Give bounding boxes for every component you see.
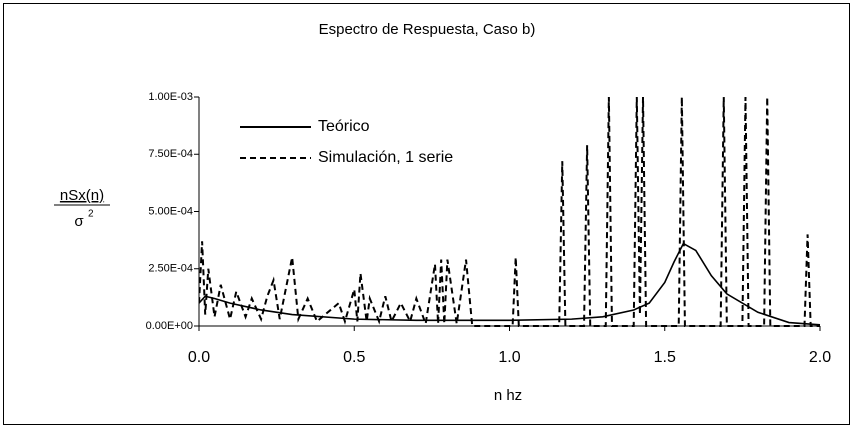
y-label-denominator: σ [74,213,84,230]
x-tick-label: 0.5 [343,349,365,366]
y-tick-label: 0.00E+00 [146,320,193,332]
x-tick-label: 0.0 [188,349,210,366]
y-label-numerator: nSx(n) [60,187,104,204]
legend-label: Teórico [318,118,370,135]
legend-label: Simulación, 1 serie [318,149,453,166]
y-axis-label: nSx(n) σ 2 [54,187,110,230]
y-label-superscript: 2 [88,209,94,220]
y-tick-label: 7.50E-04 [148,148,193,160]
series-line [199,96,820,328]
x-tick-label: 2.0 [809,349,831,366]
x-axis-label: n hz [494,387,522,404]
y-tick-label: 5.00E-04 [148,205,193,217]
chart-title: Espectro de Respuesta, Caso b) [319,21,536,38]
x-tick-label: 1.0 [498,349,520,366]
y-tick-label: 1.00E-03 [148,91,193,103]
y-tick-label: 2.50E-04 [148,263,193,275]
plot-area [199,96,821,328]
series-line [199,242,821,326]
x-tick-label: 1.5 [654,349,676,366]
chart-border [3,3,850,425]
